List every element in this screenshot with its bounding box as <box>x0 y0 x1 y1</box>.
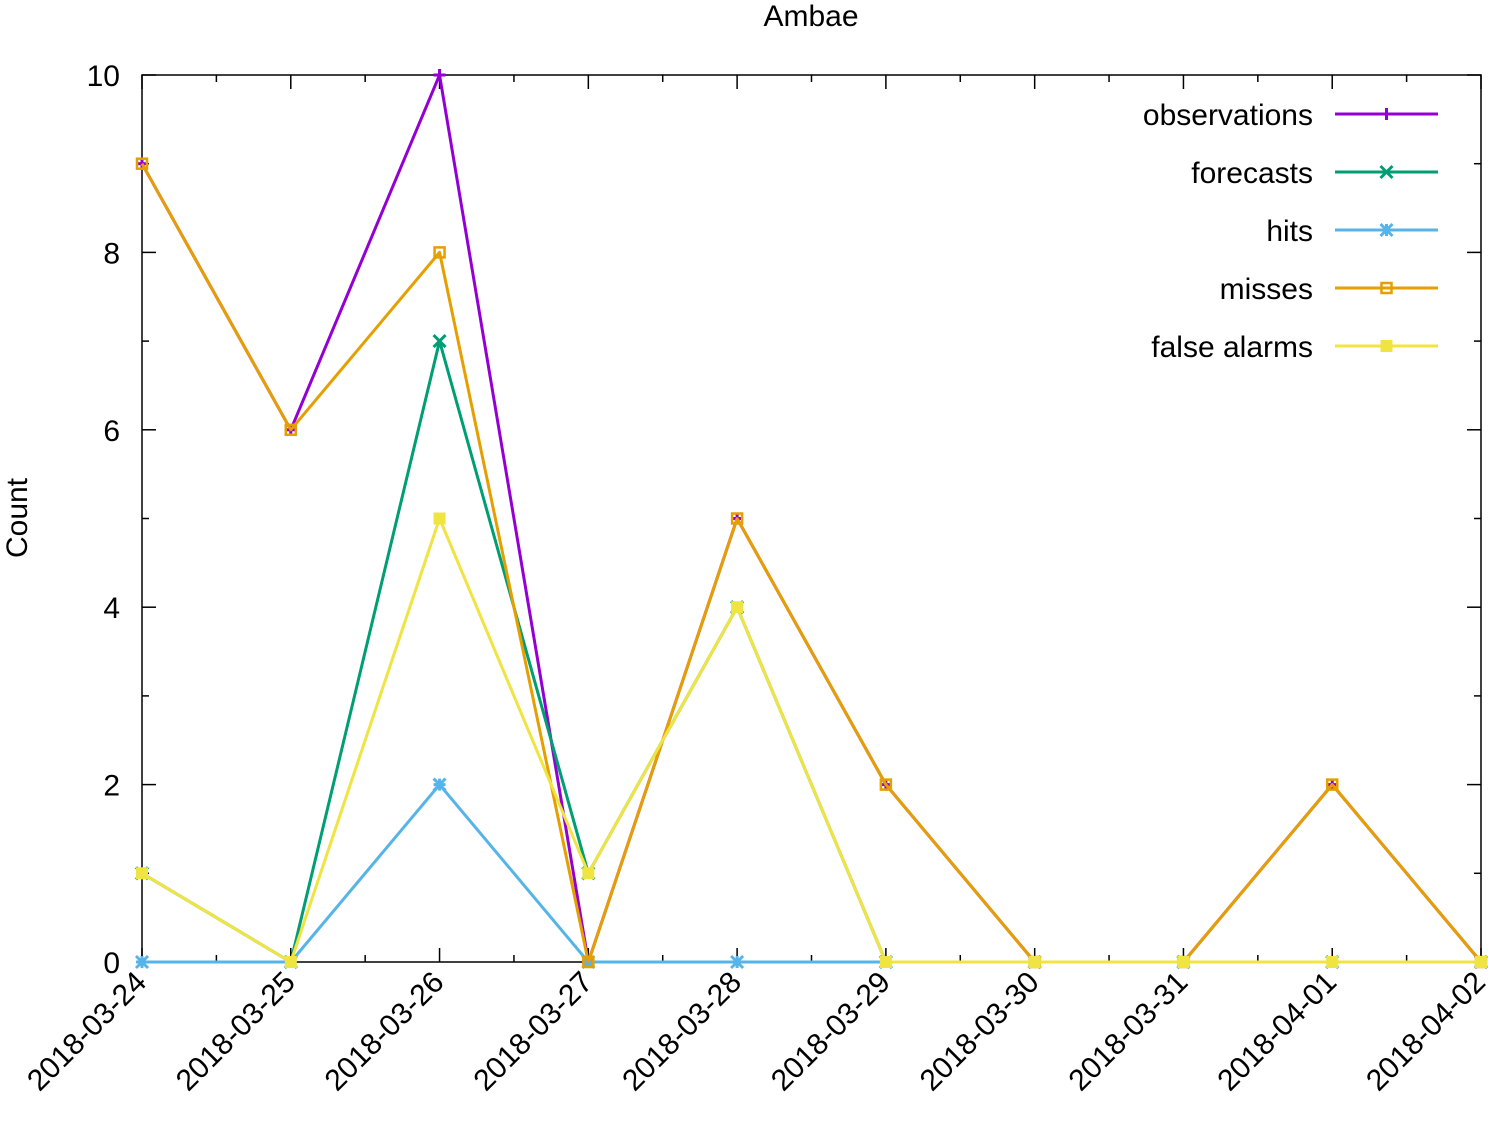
data-point-hits <box>730 954 745 970</box>
data-point-false-alarms <box>1028 956 1041 968</box>
data-point-false-alarms <box>879 956 892 968</box>
data-point-false-alarms <box>731 601 744 614</box>
data-point-false-alarms <box>582 867 595 880</box>
x-tick-label: 2018-03-27 <box>467 966 599 1098</box>
legend-item-forecasts: forecasts <box>1191 157 1438 190</box>
x-tick-label: 2018-04-02 <box>1360 966 1488 1098</box>
y-tick-label: 6 <box>103 415 120 448</box>
series-line-false-alarms <box>141 517 1481 964</box>
data-point-misses <box>433 246 446 259</box>
y-tick-label: 2 <box>103 770 120 803</box>
data-point-false-alarms <box>1177 956 1190 968</box>
legend-item-observations: observations <box>1143 99 1438 132</box>
legend-marker <box>1379 164 1394 180</box>
y-tick-label: 4 <box>103 592 120 625</box>
legend: observations forecasts hits misses false ala… <box>1143 99 1438 364</box>
data-point-misses <box>730 512 744 525</box>
x-tick-label: 2018-03-24 <box>21 966 153 1098</box>
data-point-misses <box>879 778 893 791</box>
legend-marker <box>1379 222 1394 238</box>
x-tick-label: 2018-03-29 <box>765 966 897 1098</box>
legend-marker <box>1380 340 1393 352</box>
y-axis-label: Count <box>1 477 34 558</box>
legend-label: misses <box>1220 273 1313 306</box>
data-point-false-alarms <box>284 956 297 968</box>
y-tick-label: 0 <box>103 947 120 980</box>
y-tick-label: 10 <box>87 60 120 93</box>
x-tick-label: 2018-04-01 <box>1211 966 1343 1098</box>
x-tick-label: 2018-03-31 <box>1063 966 1195 1098</box>
data-point-forecasts <box>432 334 447 349</box>
plot-frame <box>141 74 1482 963</box>
chart-title: Ambae <box>763 0 858 33</box>
x-tick-label: 2018-03-30 <box>914 966 1046 1098</box>
data-point-false-alarms <box>1475 956 1487 968</box>
data-point-hits <box>432 777 447 792</box>
y-tick-label: 8 <box>103 237 120 270</box>
data-point-false-alarms <box>433 512 446 525</box>
x-tick-label: 2018-03-28 <box>616 966 748 1098</box>
legend-label: forecasts <box>1191 157 1313 190</box>
data-point-misses <box>284 423 298 437</box>
series-layer <box>134 69 1488 970</box>
legend-item-hits: hits <box>1266 215 1438 248</box>
data-point-misses <box>1325 778 1339 791</box>
legend-label: hits <box>1266 215 1313 248</box>
data-point-misses <box>135 157 149 170</box>
data-point-false-alarms <box>136 867 148 880</box>
legend-item-misses: misses <box>1220 273 1438 306</box>
legend-marker <box>1380 108 1393 120</box>
legend-marker <box>1380 281 1393 295</box>
legend-label: false alarms <box>1151 331 1313 364</box>
data-point-misses <box>582 955 595 969</box>
data-point-false-alarms <box>1326 956 1339 968</box>
series-line-observations <box>140 73 1483 964</box>
x-tick-label: 2018-03-26 <box>319 966 451 1098</box>
legend-label: observations <box>1143 99 1313 132</box>
series-line-misses <box>140 162 1483 964</box>
legend-item-false-alarms: false alarms <box>1151 331 1438 364</box>
data-point-observations <box>433 69 446 81</box>
x-tick-label: 2018-03-25 <box>170 966 302 1098</box>
data-point-hits <box>134 954 150 970</box>
